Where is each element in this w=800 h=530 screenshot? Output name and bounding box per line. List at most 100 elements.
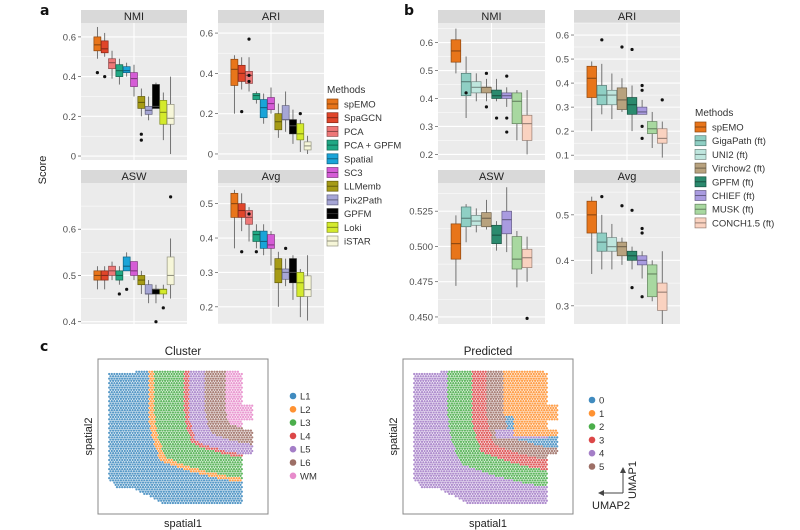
spot — [522, 381, 525, 385]
spot — [535, 395, 538, 398]
spot — [215, 497, 219, 500]
spot — [511, 404, 515, 407]
spot — [161, 461, 164, 464]
spot — [154, 445, 158, 448]
spot — [178, 404, 181, 407]
spot — [170, 431, 173, 435]
spot — [111, 429, 115, 432]
spot — [533, 424, 537, 428]
y-tick-label: 0.6 — [200, 29, 213, 40]
spot — [115, 436, 119, 439]
spot — [437, 384, 441, 387]
spot — [182, 415, 185, 419]
spot — [171, 397, 175, 401]
spot — [215, 433, 219, 437]
spot — [227, 395, 230, 398]
spot — [135, 452, 138, 455]
spot — [431, 427, 434, 430]
spot — [533, 379, 537, 382]
spot — [210, 433, 214, 437]
spot — [157, 449, 160, 453]
spot — [236, 474, 240, 477]
spot — [180, 418, 184, 421]
spot — [244, 411, 247, 414]
spot — [540, 404, 543, 407]
box-chief-ft- — [636, 226, 648, 299]
spot — [528, 420, 532, 423]
spot — [226, 424, 229, 428]
spot — [139, 436, 142, 439]
spot — [241, 438, 245, 441]
spot — [128, 427, 132, 430]
spot — [135, 456, 138, 459]
spot — [240, 481, 243, 484]
spot — [476, 388, 480, 392]
spot — [227, 390, 230, 394]
spot — [232, 418, 236, 421]
spot — [432, 375, 435, 378]
spot — [234, 424, 237, 428]
spot — [124, 424, 128, 428]
spot — [457, 372, 460, 376]
spot — [160, 395, 163, 398]
spot — [222, 404, 225, 407]
spot — [544, 424, 547, 428]
spot — [178, 381, 181, 385]
spot — [182, 474, 185, 477]
spot — [140, 388, 143, 392]
spot — [466, 370, 469, 373]
spot — [230, 499, 233, 502]
outlier-point — [139, 138, 143, 142]
spot — [150, 379, 154, 382]
spot — [193, 499, 197, 502]
spot — [228, 483, 232, 487]
spot — [435, 429, 438, 432]
spot — [204, 445, 207, 448]
spot — [137, 470, 141, 473]
spot — [458, 424, 461, 428]
spot — [157, 454, 160, 457]
spot — [121, 427, 124, 430]
spot — [169, 492, 172, 496]
spot — [183, 386, 186, 389]
spot — [174, 429, 177, 432]
spot — [132, 456, 136, 459]
spot — [182, 433, 185, 437]
spot — [143, 456, 146, 459]
spot — [208, 384, 211, 387]
spot — [158, 411, 162, 414]
spot — [162, 472, 165, 475]
spot — [545, 409, 548, 412]
spot — [180, 495, 184, 498]
spot — [204, 431, 207, 435]
spot — [478, 381, 481, 385]
spot — [453, 420, 456, 423]
spot — [459, 427, 463, 430]
spot — [189, 438, 193, 441]
spot — [423, 404, 426, 407]
spot — [523, 406, 526, 410]
spot — [201, 418, 204, 421]
spot — [212, 400, 215, 403]
spot — [188, 422, 191, 425]
spot — [520, 397, 524, 401]
spot — [110, 440, 113, 444]
spot — [200, 424, 203, 428]
spot — [122, 447, 125, 450]
spot — [500, 370, 503, 373]
spot — [236, 402, 240, 405]
spot — [122, 443, 125, 446]
spot — [236, 461, 240, 464]
spot — [163, 443, 167, 446]
spot — [154, 372, 158, 376]
spot — [135, 438, 138, 441]
spot — [130, 388, 133, 392]
box-iqr — [626, 97, 638, 115]
spot — [506, 381, 509, 385]
spot — [137, 420, 141, 423]
spot — [416, 411, 420, 414]
spot — [231, 433, 234, 437]
spot — [169, 388, 172, 392]
spot — [162, 409, 165, 412]
spot — [135, 461, 138, 464]
